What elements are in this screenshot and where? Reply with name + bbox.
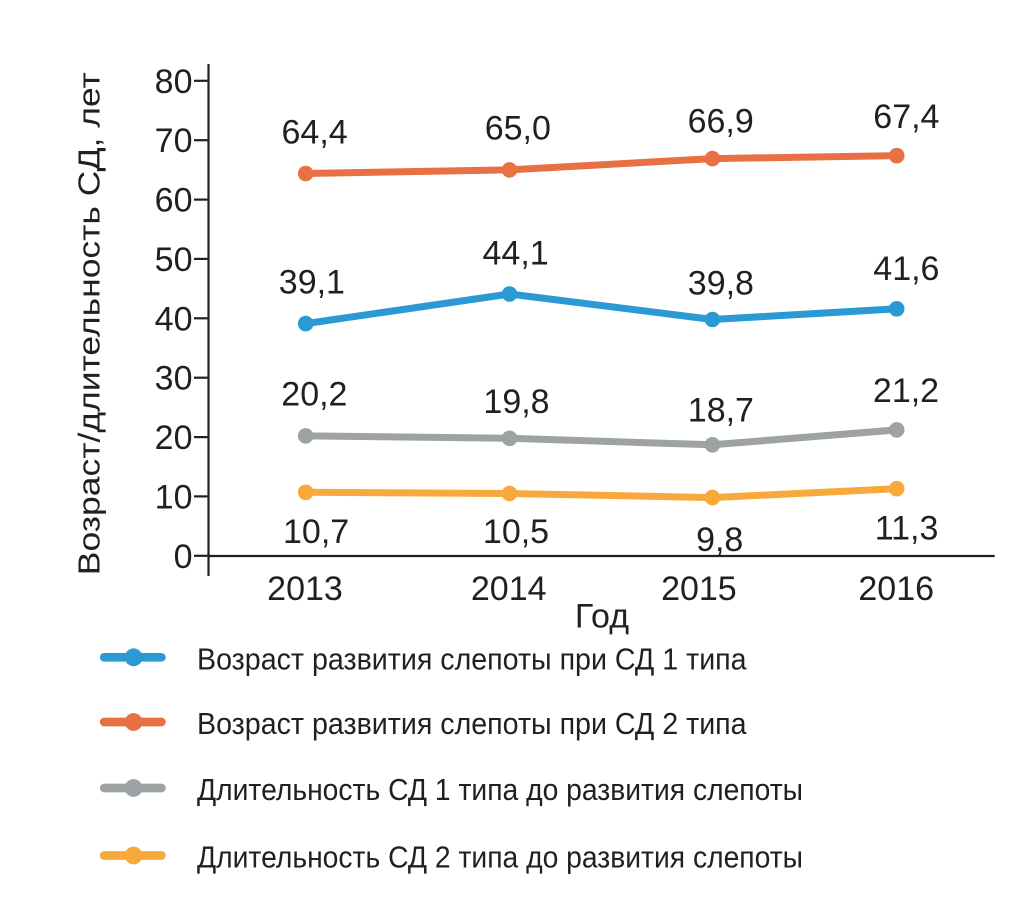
svg-text:Длительность СД 2 типа до разв: Длительность СД 2 типа до развития слепо…	[197, 840, 803, 875]
svg-text:11,3: 11,3	[875, 510, 939, 548]
svg-text:10,7: 10,7	[283, 513, 349, 551]
svg-text:44,1: 44,1	[483, 235, 549, 273]
svg-text:9,8: 9,8	[696, 521, 743, 559]
svg-text:2014: 2014	[471, 570, 547, 608]
svg-text:20,2: 20,2	[281, 376, 347, 414]
svg-text:60: 60	[155, 182, 193, 220]
svg-text:64,4: 64,4	[282, 114, 348, 152]
svg-text:2015: 2015	[661, 570, 737, 608]
svg-text:39,1: 39,1	[279, 264, 345, 302]
svg-text:10: 10	[155, 478, 193, 516]
svg-text:50: 50	[155, 241, 193, 279]
svg-text:20: 20	[155, 419, 193, 457]
svg-text:40: 40	[155, 300, 193, 338]
svg-text:Возраст/длительность СД, лет: Возраст/длительность СД, лет	[71, 72, 106, 575]
svg-text:Длительность СД 1 типа до разв: Длительность СД 1 типа до развития слепо…	[197, 772, 803, 807]
svg-text:19,8: 19,8	[483, 383, 549, 421]
svg-text:70: 70	[155, 122, 193, 160]
svg-text:18,7: 18,7	[688, 391, 754, 429]
svg-text:21,2: 21,2	[873, 372, 939, 410]
svg-text:39,8: 39,8	[688, 264, 754, 302]
svg-text:0: 0	[174, 538, 193, 576]
svg-text:67,4: 67,4	[873, 98, 939, 136]
svg-text:10,5: 10,5	[483, 513, 549, 551]
svg-text:66,9: 66,9	[688, 103, 754, 141]
svg-text:2013: 2013	[267, 570, 343, 608]
svg-text:Возраст развития слепоты при С: Возраст развития слепоты при СД 1 типа	[197, 642, 747, 677]
svg-text:80: 80	[155, 63, 193, 101]
svg-text:41,6: 41,6	[873, 250, 939, 288]
svg-text:65,0: 65,0	[485, 110, 551, 148]
svg-text:30: 30	[155, 360, 193, 398]
svg-text:Возраст развития слепоты при С: Возраст развития слепоты при СД 2 типа	[197, 706, 747, 741]
svg-text:Год: Год	[575, 598, 629, 636]
svg-text:2016: 2016	[858, 570, 934, 608]
